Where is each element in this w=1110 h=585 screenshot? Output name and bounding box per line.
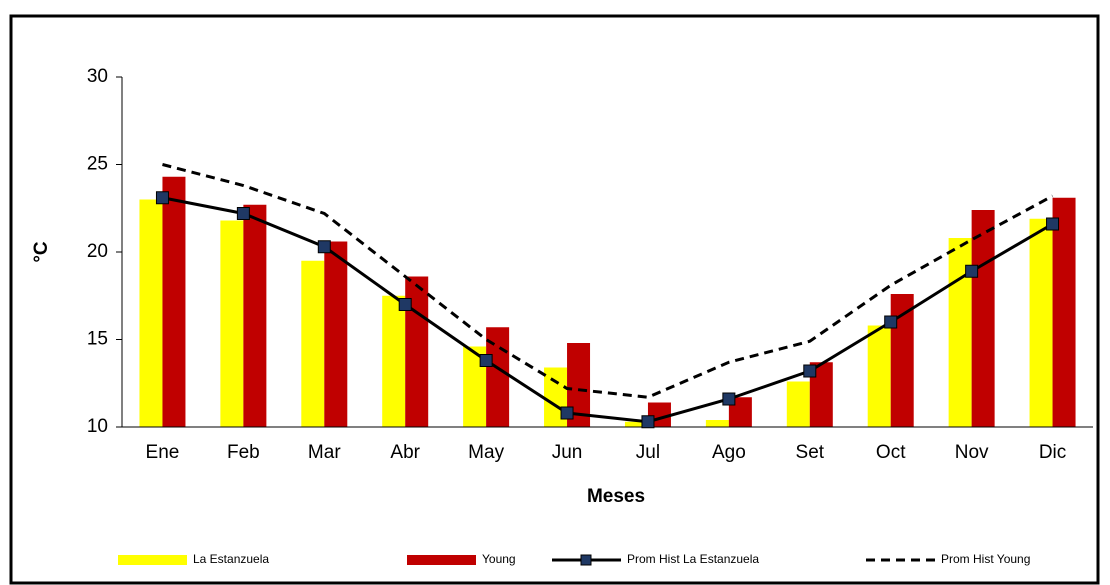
- bar: [867, 325, 891, 427]
- marker: [317, 240, 331, 254]
- y-tick-label: 20: [87, 241, 108, 262]
- bar: [948, 238, 972, 427]
- chart-border: [9, 14, 1100, 585]
- bar: [486, 327, 510, 427]
- x-tick-label: Jun: [552, 442, 583, 463]
- x-tick-label: Jul: [636, 442, 660, 463]
- x-tick-label: Feb: [227, 442, 260, 463]
- bar: [1029, 218, 1053, 427]
- marker: [1046, 217, 1060, 231]
- bar: [139, 199, 163, 427]
- line: [162, 163, 1054, 399]
- x-axis-label: Meses: [587, 486, 645, 507]
- bar: [624, 421, 648, 427]
- marker: [965, 264, 979, 278]
- marker: [479, 354, 493, 367]
- y-tick-label: 10: [87, 416, 108, 437]
- x-tick-label: Ene: [146, 442, 180, 463]
- bar: [786, 381, 810, 427]
- legend-label: Prom Hist La Estanzuela: [627, 552, 759, 566]
- x-tick-label: Ago: [712, 442, 746, 463]
- bar: [705, 420, 729, 427]
- legend-marker: [580, 554, 592, 566]
- x-tick-label: Oct: [876, 442, 906, 463]
- bar: [567, 343, 591, 427]
- legend-swatch: [118, 555, 187, 565]
- bar: [971, 210, 995, 427]
- x-tick-label: May: [468, 442, 504, 463]
- legend-label: La Estanzuela: [193, 552, 269, 566]
- x-tick-label: Set: [796, 442, 825, 463]
- bar: [809, 362, 833, 427]
- marker: [560, 406, 574, 420]
- marker: [398, 298, 412, 311]
- y-tick-label: 25: [87, 154, 108, 175]
- line: [162, 196, 1054, 424]
- marker: [884, 315, 898, 329]
- y-tick-label: 15: [87, 329, 108, 350]
- bar: [1052, 197, 1076, 427]
- bar: [405, 276, 429, 427]
- marker: [803, 364, 817, 378]
- y-tick-label: 30: [87, 66, 108, 87]
- marker: [236, 207, 250, 220]
- legend-swatch: [407, 555, 476, 565]
- bar: [162, 176, 186, 427]
- marker: [722, 392, 736, 406]
- bar: [324, 241, 348, 427]
- bar: [243, 204, 267, 427]
- y-axis-label: °C: [31, 241, 52, 263]
- legend-label: Prom Hist Young: [941, 552, 1030, 566]
- x-tick-label: Dic: [1039, 442, 1066, 463]
- marker: [641, 415, 655, 429]
- x-tick-label: Nov: [955, 442, 989, 463]
- legend-label: Young: [482, 552, 516, 566]
- x-tick-label: Mar: [308, 442, 341, 463]
- bar: [382, 295, 406, 427]
- x-tick-label: Abr: [390, 442, 420, 463]
- marker: [155, 191, 169, 205]
- bar: [220, 220, 244, 427]
- bar: [301, 260, 325, 427]
